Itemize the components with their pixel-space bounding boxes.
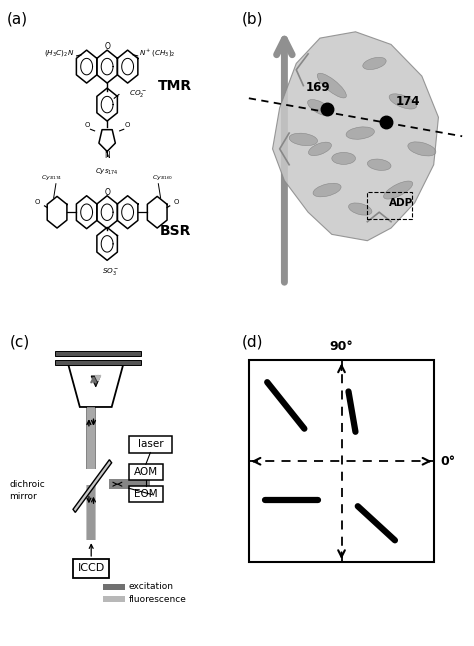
Bar bbox=[102, 584, 125, 590]
Text: EOM: EOM bbox=[134, 489, 158, 499]
Text: 174: 174 bbox=[396, 95, 420, 108]
Polygon shape bbox=[118, 50, 138, 83]
Bar bbox=[86, 484, 96, 540]
Bar bbox=[86, 407, 96, 469]
Ellipse shape bbox=[389, 94, 417, 109]
Polygon shape bbox=[97, 50, 118, 83]
Text: (c): (c) bbox=[9, 334, 29, 349]
Bar bbox=[87, 484, 95, 540]
Polygon shape bbox=[273, 32, 438, 241]
Bar bbox=[248, 360, 434, 562]
Polygon shape bbox=[118, 196, 138, 229]
Ellipse shape bbox=[348, 203, 372, 215]
Text: ADP: ADP bbox=[389, 198, 413, 208]
Polygon shape bbox=[76, 196, 97, 229]
Text: (b): (b) bbox=[242, 11, 263, 26]
Text: 90°: 90° bbox=[329, 340, 354, 353]
Polygon shape bbox=[76, 50, 97, 83]
Polygon shape bbox=[97, 88, 118, 121]
Ellipse shape bbox=[367, 159, 391, 171]
Polygon shape bbox=[91, 376, 100, 387]
Text: ICCD: ICCD bbox=[78, 563, 105, 573]
Text: $SO_3^-$: $SO_3^-$ bbox=[102, 266, 119, 277]
Ellipse shape bbox=[313, 183, 341, 197]
Ellipse shape bbox=[363, 57, 386, 70]
Text: $(H_3C)_2N$: $(H_3C)_2N$ bbox=[45, 48, 75, 58]
Text: TMR: TMR bbox=[158, 79, 192, 92]
Text: fluorescence: fluorescence bbox=[129, 595, 187, 604]
Polygon shape bbox=[99, 130, 115, 151]
Bar bbox=[109, 479, 150, 489]
Ellipse shape bbox=[289, 133, 318, 145]
Polygon shape bbox=[147, 196, 167, 228]
Text: $Cys_{174}$: $Cys_{174}$ bbox=[95, 166, 119, 176]
Text: 0°: 0° bbox=[441, 455, 456, 468]
Text: N: N bbox=[104, 151, 110, 160]
Text: O: O bbox=[174, 200, 179, 205]
Ellipse shape bbox=[309, 142, 331, 156]
Text: O: O bbox=[35, 200, 40, 205]
Bar bbox=[55, 360, 141, 365]
Bar bbox=[129, 435, 172, 453]
Text: AOM: AOM bbox=[134, 467, 158, 477]
Text: $CO_2^-$: $CO_2^-$ bbox=[129, 88, 146, 99]
Polygon shape bbox=[47, 196, 67, 228]
Ellipse shape bbox=[332, 152, 356, 165]
Ellipse shape bbox=[308, 99, 332, 116]
Bar bbox=[102, 596, 125, 602]
Text: dichroic
mirror: dichroic mirror bbox=[9, 481, 45, 501]
Text: (a): (a) bbox=[7, 11, 28, 26]
Text: laser: laser bbox=[137, 439, 163, 449]
Text: excitation: excitation bbox=[129, 582, 174, 591]
Bar bbox=[129, 464, 163, 480]
Ellipse shape bbox=[383, 181, 413, 199]
Text: $Cys_{174}$: $Cys_{174}$ bbox=[41, 173, 62, 182]
Polygon shape bbox=[97, 196, 118, 229]
Text: O: O bbox=[104, 43, 110, 52]
Text: BSR: BSR bbox=[160, 224, 191, 238]
Ellipse shape bbox=[408, 142, 436, 156]
Bar bbox=[55, 351, 141, 356]
Text: O: O bbox=[84, 121, 90, 128]
Polygon shape bbox=[97, 227, 118, 260]
Text: O: O bbox=[104, 188, 110, 197]
Ellipse shape bbox=[317, 73, 346, 98]
Text: 169: 169 bbox=[305, 81, 330, 94]
Text: (d): (d) bbox=[242, 334, 263, 349]
Bar bbox=[87, 407, 95, 469]
Polygon shape bbox=[73, 460, 112, 512]
Text: $N^+(CH_3)_2$: $N^+(CH_3)_2$ bbox=[139, 48, 176, 59]
Text: $Cys_{160}$: $Cys_{160}$ bbox=[152, 173, 173, 182]
Ellipse shape bbox=[346, 127, 374, 140]
Text: O: O bbox=[125, 121, 130, 128]
Bar bbox=[129, 486, 163, 501]
Bar bbox=[73, 559, 109, 578]
Polygon shape bbox=[68, 365, 123, 407]
